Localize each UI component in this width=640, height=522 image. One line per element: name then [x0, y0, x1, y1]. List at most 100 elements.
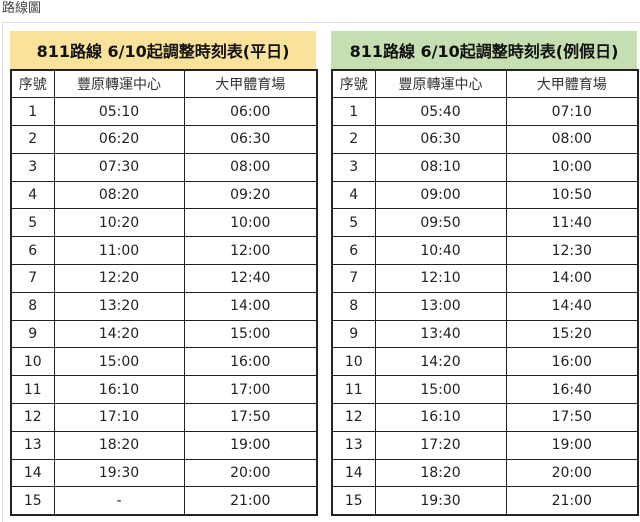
- table-row: 9 14:20 15:00: [10, 319, 318, 349]
- cell-number: 11: [10, 375, 55, 405]
- table-row: 7 12:10 14:00: [331, 264, 639, 293]
- cell-number: 11: [331, 375, 376, 405]
- table-row: 13 18:20 19:00: [10, 430, 318, 460]
- table-row: 12 16:10 17:50: [331, 403, 639, 432]
- weekday-timetable: 811路線 6/10起調整時刻表(平日) 序號 豐原轉運中心 大甲體育場 1 05…: [10, 31, 318, 516]
- cell-number: 14: [331, 458, 376, 488]
- table-row: 3 07:30 08:00: [10, 152, 318, 182]
- cell-dajia-time: 08:00: [183, 152, 318, 182]
- cell-number: 6: [10, 236, 55, 266]
- cell-fengyuan-time: 17:20: [374, 430, 507, 460]
- cell-dajia-time: 12:00: [183, 236, 318, 266]
- cell-dajia-time: 14:40: [505, 291, 639, 321]
- cell-number: 1: [10, 97, 55, 127]
- table-row: 12 17:10 17:50: [10, 403, 318, 432]
- cell-number: 5: [331, 208, 376, 238]
- cell-dajia-time: 20:00: [183, 458, 318, 488]
- cell-fengyuan-time: 13:20: [53, 291, 185, 321]
- cell-fengyuan-time: 17:10: [53, 403, 185, 432]
- table-row: 5 10:20 10:00: [10, 208, 318, 238]
- table-row: 6 10:40 12:30: [331, 236, 639, 266]
- cell-dajia-time: 15:20: [505, 319, 639, 349]
- cell-number: 3: [331, 152, 376, 182]
- cell-fengyuan-time: 09:50: [374, 208, 507, 238]
- cell-number: 5: [10, 208, 55, 238]
- cell-fengyuan-time: -: [53, 486, 185, 516]
- table-row: 4 09:00 10:50: [331, 180, 639, 210]
- cell-dajia-time: 17:50: [505, 403, 639, 432]
- cell-fengyuan-time: 05:40: [374, 97, 507, 127]
- cell-number: 13: [331, 430, 376, 460]
- cell-fengyuan-time: 07:30: [53, 152, 185, 182]
- cell-fengyuan-time: 18:20: [374, 458, 507, 488]
- cell-number: 12: [331, 403, 376, 432]
- cell-fengyuan-time: 09:00: [374, 180, 507, 210]
- cell-fengyuan-time: 14:20: [53, 319, 185, 349]
- cell-dajia-time: 11:40: [505, 208, 639, 238]
- cell-fengyuan-time: 10:40: [374, 236, 507, 266]
- table-row: 14 19:30 20:00: [10, 458, 318, 488]
- cell-fengyuan-time: 13:00: [374, 291, 507, 321]
- cell-number: 14: [10, 458, 55, 488]
- cell-fengyuan-time: 06:20: [53, 125, 185, 154]
- column-header-dajia: 大甲體育場: [505, 69, 639, 99]
- cell-number: 10: [10, 347, 55, 377]
- table-row: 1 05:40 07:10: [331, 97, 639, 127]
- table-row: 10 14:20 16:00: [331, 347, 639, 377]
- table-row: 8 13:20 14:00: [10, 291, 318, 321]
- table-row: 6 11:00 12:00: [10, 236, 318, 266]
- cell-number: 2: [10, 125, 55, 154]
- weekday-timetable-title: 811路線 6/10起調整時刻表(平日): [10, 31, 316, 69]
- cell-dajia-time: 19:00: [183, 430, 318, 460]
- page-label: 路線圖: [2, 1, 42, 16]
- cell-dajia-time: 12:30: [505, 236, 639, 266]
- cell-fengyuan-time: 08:20: [53, 180, 185, 210]
- cell-fengyuan-time: 16:10: [53, 375, 185, 405]
- cell-dajia-time: 17:00: [183, 375, 318, 405]
- cell-dajia-time: 10:00: [183, 208, 318, 238]
- table-row: 13 17:20 19:00: [331, 430, 639, 460]
- column-header-number: 序號: [331, 69, 376, 99]
- cell-dajia-time: 19:00: [505, 430, 639, 460]
- table-row: 15 19:30 21:00: [331, 486, 639, 516]
- cell-dajia-time: 06:00: [183, 97, 318, 127]
- cell-number: 2: [331, 125, 376, 154]
- cell-number: 1: [331, 97, 376, 127]
- cell-fengyuan-time: 15:00: [53, 347, 185, 377]
- column-header-number: 序號: [10, 69, 55, 99]
- table-row: 3 08:10 10:00: [331, 152, 639, 182]
- cell-number: 13: [10, 430, 55, 460]
- table-row: 15-21:00: [10, 486, 318, 516]
- table-row: 7 12:20 12:40: [10, 264, 318, 293]
- table-row: 11 15:00 16:40: [331, 375, 639, 405]
- table-row: 1 05:10 06:00: [10, 97, 318, 127]
- cell-number: 6: [331, 236, 376, 266]
- cell-number: 8: [331, 291, 376, 321]
- cell-fengyuan-time: 13:40: [374, 319, 507, 349]
- column-header-fengyuan: 豐原轉運中心: [53, 69, 185, 99]
- cell-dajia-time: 16:00: [183, 347, 318, 377]
- cell-dajia-time: 14:00: [505, 264, 639, 293]
- cell-number: 15: [331, 486, 376, 516]
- cell-fengyuan-time: 15:00: [374, 375, 507, 405]
- cell-number: 3: [10, 152, 55, 182]
- table-row: 2 06:30 08:00: [331, 125, 639, 154]
- table-row: 4 08:20 09:20: [10, 180, 318, 210]
- cell-number: 7: [331, 264, 376, 293]
- cell-dajia-time: 21:00: [505, 486, 639, 516]
- cell-fengyuan-time: 18:20: [53, 430, 185, 460]
- cell-dajia-time: 14:00: [183, 291, 318, 321]
- table-row: 2 06:20 06:30: [10, 125, 318, 154]
- cell-dajia-time: 10:00: [505, 152, 639, 182]
- cell-dajia-time: 07:10: [505, 97, 639, 127]
- cell-fengyuan-time: 19:30: [374, 486, 507, 516]
- cell-dajia-time: 16:00: [505, 347, 639, 377]
- table-row: 11 16:10 17:00: [10, 375, 318, 405]
- cell-dajia-time: 06:30: [183, 125, 318, 154]
- cell-dajia-time: 15:00: [183, 319, 318, 349]
- cell-fengyuan-time: 05:10: [53, 97, 185, 127]
- cell-fengyuan-time: 12:10: [374, 264, 507, 293]
- column-header-dajia: 大甲體育場: [183, 69, 318, 99]
- cell-number: 12: [10, 403, 55, 432]
